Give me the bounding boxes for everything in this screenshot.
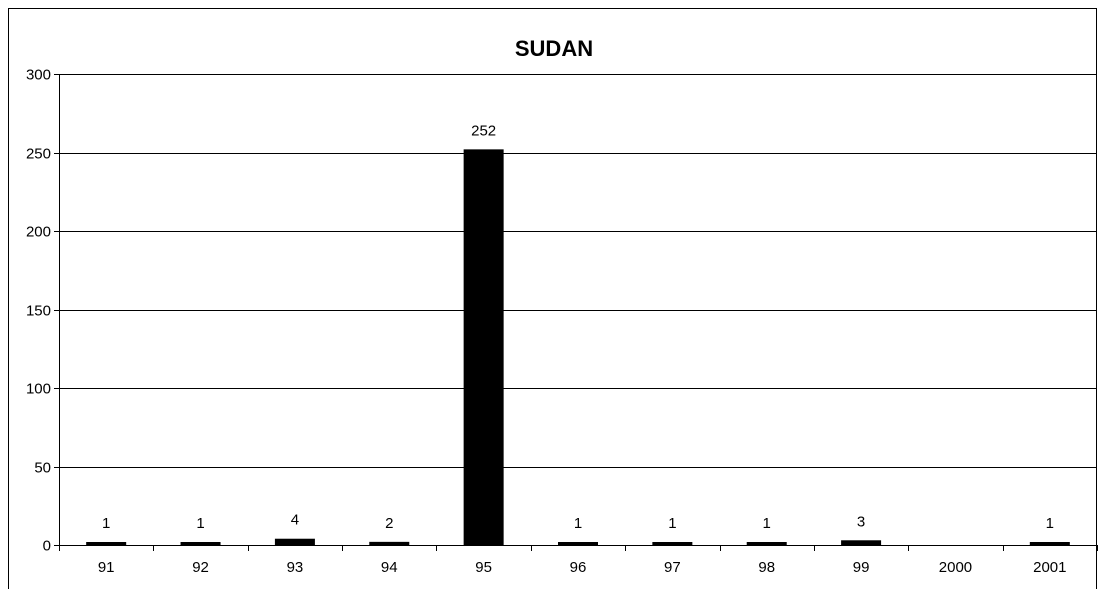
data-label: 2 (385, 515, 393, 532)
data-label: 1 (1046, 515, 1054, 532)
data-label: 1 (668, 515, 676, 532)
data-label: 1 (574, 515, 582, 532)
y-tick-label: 100 (26, 381, 51, 398)
data-label: 1 (102, 515, 110, 532)
bar-93 (274, 538, 315, 545)
gridlines (59, 74, 1097, 468)
chart-frame (8, 8, 1097, 589)
y-tick-label: 50 (34, 460, 51, 477)
bar-94 (369, 541, 410, 545)
bar-92 (180, 542, 221, 545)
y-tick-label: 250 (26, 146, 51, 163)
x-tick-label: 94 (381, 559, 398, 576)
axes (59, 74, 1097, 546)
bar-2001 (1029, 542, 1070, 545)
data-label: 4 (291, 512, 299, 529)
data-label: 3 (857, 513, 865, 530)
data-label: 252 (471, 122, 496, 139)
x-tick-label: 92 (192, 559, 209, 576)
y-tick-label: 0 (43, 538, 51, 555)
bar-99 (841, 540, 882, 545)
y-tick-label: 150 (26, 303, 51, 320)
y-axis-ticks: 0 50 100 150 200 250 300 (26, 67, 59, 555)
x-tick-label: 96 (570, 559, 587, 576)
x-tick-label: 93 (287, 559, 304, 576)
x-axis-ticks: 91 92 93 94 95 96 97 98 99 2000 2001 (59, 545, 1098, 576)
bar-96 (558, 542, 598, 545)
x-tick-label: 98 (758, 559, 775, 576)
bar-97 (652, 542, 693, 545)
data-labels: 1 1 4 2 252 1 1 1 3 1 (102, 122, 1054, 532)
x-tick-label: 97 (664, 559, 681, 576)
data-label: 1 (763, 515, 771, 532)
x-tick-label: 2001 (1033, 559, 1066, 576)
bar-95 (463, 149, 504, 546)
x-tick-label: 91 (98, 559, 115, 576)
x-tick-label: 2000 (939, 559, 972, 576)
data-label: 1 (196, 515, 204, 532)
y-tick-label: 300 (26, 67, 51, 84)
bar-98 (746, 542, 787, 545)
x-tick-label: 99 (853, 559, 870, 576)
x-tick-label: 95 (475, 559, 492, 576)
chart-title: SUDAN (515, 36, 593, 61)
y-tick-label: 200 (26, 224, 51, 241)
bars (86, 149, 1070, 546)
bar-91 (86, 542, 127, 545)
